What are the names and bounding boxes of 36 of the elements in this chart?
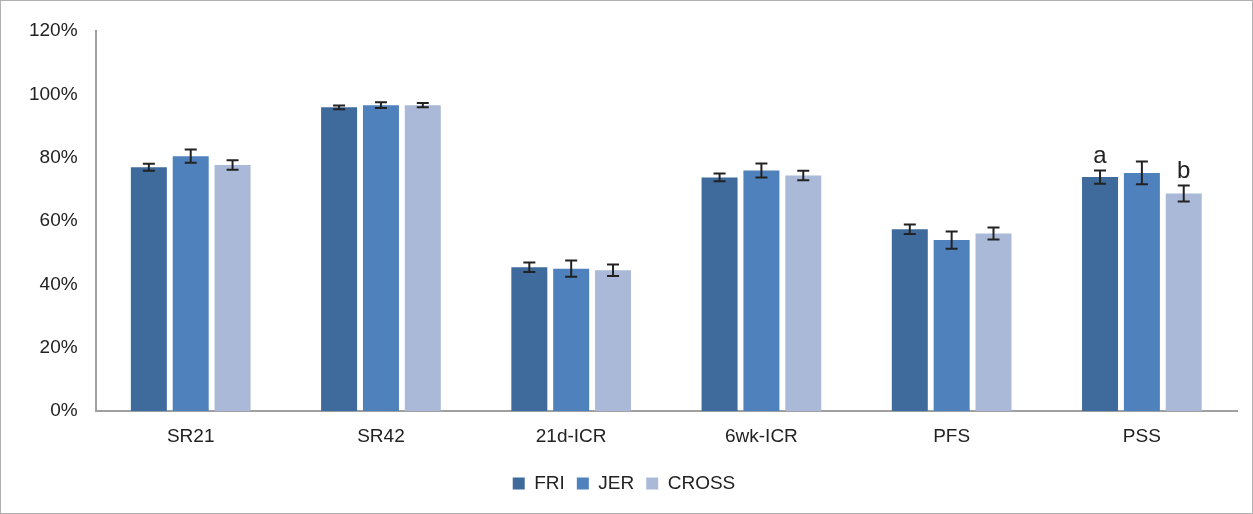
legend-label: CROSS [667, 471, 736, 493]
y-tick-label: 80% [39, 145, 78, 167]
bar [785, 175, 822, 412]
y-tick-label: 100% [28, 82, 78, 104]
annotation: a [1093, 141, 1108, 169]
x-tick-label: 21d-ICR [535, 424, 607, 446]
bar [553, 268, 590, 412]
bar [743, 170, 780, 412]
bar [933, 240, 970, 412]
x-tick-label: SR21 [166, 424, 215, 446]
bar [404, 105, 441, 412]
bar [1165, 193, 1202, 412]
bar [321, 107, 358, 412]
bar [595, 270, 632, 412]
bar [511, 267, 548, 412]
bar [130, 167, 167, 412]
y-tick-label: 20% [39, 336, 78, 358]
y-tick-label: 40% [39, 272, 78, 294]
x-tick-label: PSS [1122, 424, 1161, 446]
bar [701, 177, 738, 412]
y-tick-label: 0% [50, 399, 78, 421]
x-tick-label: PFS [933, 424, 971, 446]
y-tick-label: 120% [28, 19, 78, 41]
annotation: b [1177, 156, 1191, 184]
bar [1082, 177, 1119, 412]
bar [891, 229, 928, 412]
bar [362, 105, 399, 412]
legend-label: FRI [534, 471, 565, 493]
bar [975, 233, 1012, 412]
bar [214, 165, 251, 412]
x-tick-label: 6wk-ICR [724, 424, 798, 446]
x-tick-label: SR42 [357, 424, 405, 446]
bar [1123, 172, 1160, 412]
legend-label: JER [598, 471, 635, 493]
bar [172, 156, 209, 412]
y-tick-label: 60% [39, 209, 78, 231]
